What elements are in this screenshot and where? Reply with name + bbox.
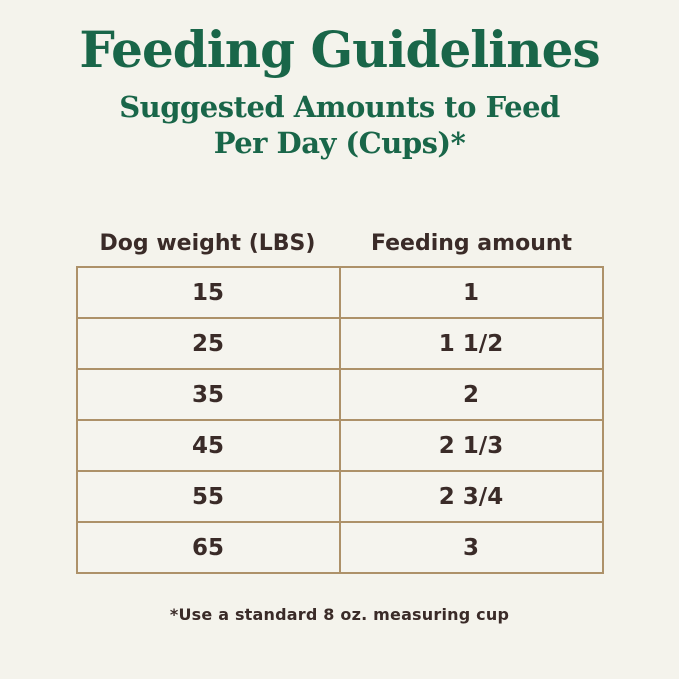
table-row: 65 3: [75, 521, 604, 574]
table-row: 55 2 3/4: [75, 470, 604, 523]
table-cell-amount: 1 1/2: [338, 317, 604, 370]
table-cell-amount: 2: [338, 368, 604, 421]
table-cell-weight: 45: [75, 419, 341, 472]
table-cell-weight: 25: [75, 317, 341, 370]
table-cell-weight: 55: [75, 470, 341, 523]
page-title: Feeding Guidelines: [79, 20, 600, 79]
table-column-headers: Dog weight (LBS) Feeding amount: [76, 231, 604, 257]
table-row: 15 1: [75, 266, 604, 319]
table-cell-weight: 15: [75, 266, 341, 319]
subtitle-line-1: Suggested Amounts to Feed: [119, 90, 560, 124]
table-cell-amount: 1: [338, 266, 604, 319]
measuring-cup-footnote: *Use a standard 8 oz. measuring cup: [169, 605, 510, 624]
table-cell-amount: 3: [338, 521, 604, 574]
table-cell-weight: 35: [75, 368, 341, 421]
column-header-dog-weight: Dog weight (LBS): [99, 231, 316, 256]
table-cell-amount: 2 3/4: [338, 470, 604, 523]
table-cell-amount: 2 1/3: [338, 419, 604, 472]
feeding-table-area: Dog weight (LBS) Feeding amount 15 1 25 …: [75, 231, 604, 624]
feeding-table: 15 1 25 1 1/2 35 2 45 2 1/3 55 2 3/4: [75, 266, 604, 574]
column-header-feeding-amount: Feeding amount: [370, 231, 573, 256]
header: Feeding Guidelines Suggested Amounts to …: [0, 0, 679, 161]
table-row: 25 1 1/2: [75, 317, 604, 370]
table-row: 45 2 1/3: [75, 419, 604, 472]
table-cell-weight: 65: [75, 521, 341, 574]
feeding-table-body: 15 1 25 1 1/2 35 2 45 2 1/3 55 2 3/4: [75, 266, 604, 574]
table-row: 35 2: [75, 368, 604, 421]
subtitle-line-2: Per Day (Cups)*: [213, 126, 466, 160]
page-subtitle: Suggested Amounts to Feed Per Day (Cups)…: [0, 89, 679, 161]
